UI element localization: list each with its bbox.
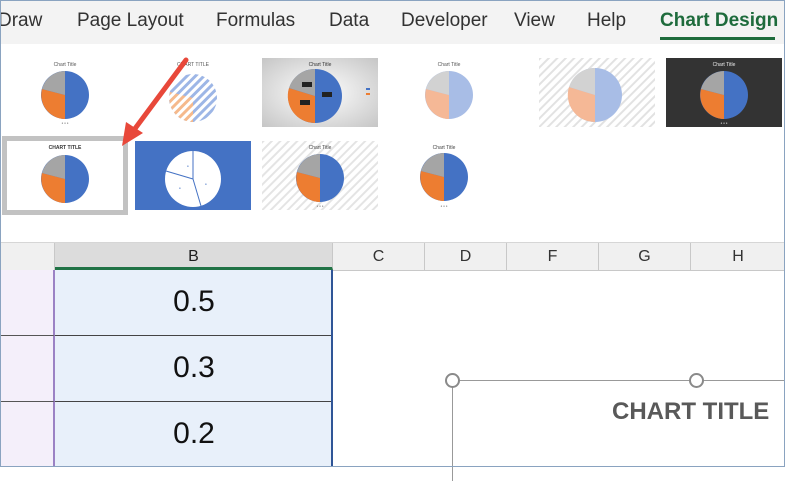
chart-style-7-selected[interactable]: CHART TITLE xyxy=(2,136,128,215)
row-header[interactable] xyxy=(0,402,55,467)
cell-value[interactable]: 0.3 xyxy=(55,336,333,402)
chart-style-10[interactable]: Chart Title ● ● ● xyxy=(391,141,507,210)
column-header-c[interactable]: C xyxy=(333,243,425,270)
thumb-title: CHART TITLE xyxy=(177,62,210,68)
tab-page-layout[interactable]: Page Layout xyxy=(77,10,184,31)
svg-text:●: ● xyxy=(179,186,181,190)
chart-styles-gallery: Chart Title ● ● ● CHART TITLE xyxy=(0,44,785,243)
column-header-g[interactable]: G xyxy=(599,243,691,270)
thumb-title: Chart Title xyxy=(438,62,461,68)
row-header[interactable] xyxy=(0,336,55,402)
corner-cell xyxy=(0,243,55,270)
resize-handle-top-left[interactable] xyxy=(445,373,460,388)
svg-text:● ● ●: ● ● ● xyxy=(316,204,323,208)
chart-style-1[interactable]: Chart Title ● ● ● xyxy=(7,58,123,127)
column-header-h[interactable]: H xyxy=(732,248,744,265)
column-header-f[interactable]: F xyxy=(507,243,599,270)
tab-developer[interactable]: Developer xyxy=(401,10,488,31)
chart-style-6[interactable]: Chart Title ● ● ● xyxy=(666,58,782,127)
cell-value[interactable]: 0.5 xyxy=(55,270,333,336)
tab-data[interactable]: Data xyxy=(329,10,370,31)
thumb-title: Chart Title xyxy=(309,62,332,68)
column-header-b[interactable]: B xyxy=(55,243,333,270)
chart-style-2[interactable]: CHART TITLE xyxy=(135,58,251,127)
chart-style-8[interactable]: ● ● ● xyxy=(135,141,251,210)
svg-text:● ● ●: ● ● ● xyxy=(720,121,727,125)
resize-handle-top-middle[interactable] xyxy=(689,373,704,388)
selection-border xyxy=(331,270,333,467)
tab-help[interactable]: Help xyxy=(587,10,627,31)
thumb-title: Chart Title xyxy=(713,62,736,68)
thumb-title: CHART TITLE xyxy=(49,145,82,151)
chart-style-5[interactable] xyxy=(539,58,655,127)
chart-style-4[interactable]: Chart Title xyxy=(391,58,507,127)
svg-text:●: ● xyxy=(205,182,207,186)
chart-style-3[interactable]: Chart Title xyxy=(262,58,378,127)
chart-title[interactable]: CHART TITLE xyxy=(612,398,770,425)
svg-text:● ● ●: ● ● ● xyxy=(440,204,447,208)
thumb-title: Chart Title xyxy=(54,62,77,68)
cell-value[interactable]: 0.2 xyxy=(55,402,333,467)
active-tab-indicator xyxy=(660,37,775,40)
svg-text:● ● ●: ● ● ● xyxy=(61,121,68,125)
tab-draw[interactable]: Draw xyxy=(0,10,43,31)
row-header[interactable] xyxy=(0,270,55,336)
tab-formulas[interactable]: Formulas xyxy=(216,10,296,31)
chart-style-9[interactable]: Chart Title ● ● ● xyxy=(262,141,378,210)
ribbon-tab-bar: Draw Page Layout Formulas Data Developer… xyxy=(0,0,785,44)
tab-view[interactable]: View xyxy=(514,10,555,31)
thumb-title: Chart Title xyxy=(433,145,456,151)
tab-chart-design[interactable]: Chart Design xyxy=(660,10,779,31)
column-header-d[interactable]: D xyxy=(425,243,507,270)
thumb-title: Chart Title xyxy=(309,145,332,151)
worksheet-grid: B C D F G H 0.5 0.3 0.2 xyxy=(0,243,785,467)
chart-area[interactable] xyxy=(452,380,785,481)
column-header-row: B C D F G H xyxy=(0,243,785,271)
svg-text:●: ● xyxy=(187,164,189,168)
